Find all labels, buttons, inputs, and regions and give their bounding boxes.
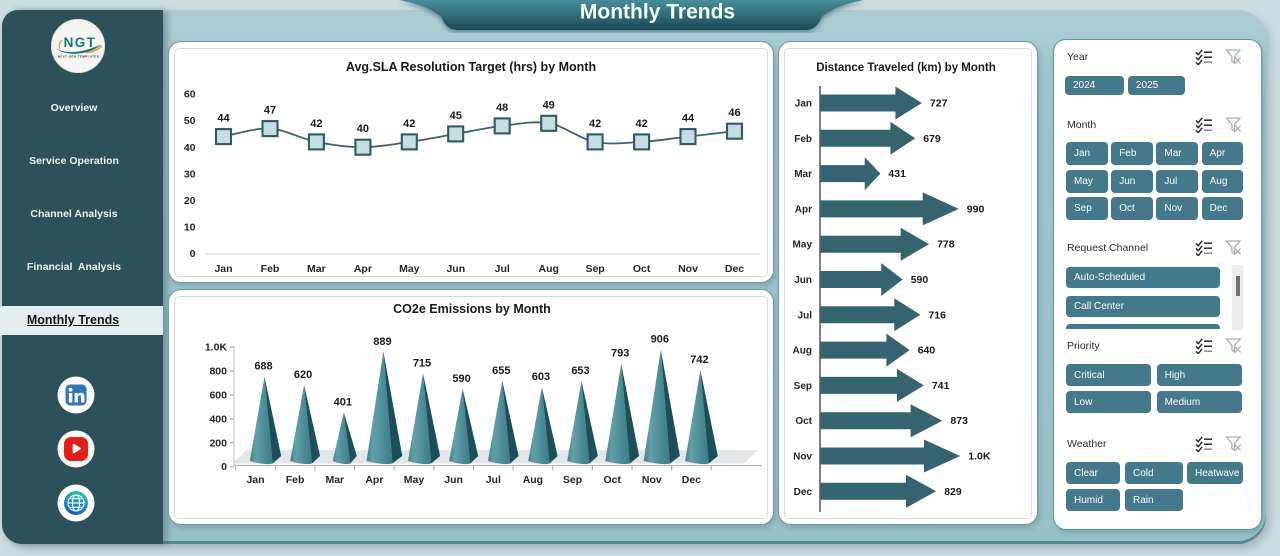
svg-text:49: 49 (543, 99, 555, 111)
svg-text:20: 20 (184, 195, 196, 207)
svg-text:742: 742 (690, 354, 708, 366)
svg-text:47: 47 (264, 104, 276, 116)
svg-text:Sep: Sep (793, 381, 811, 392)
svg-text:600: 600 (210, 389, 228, 401)
svg-text:889: 889 (373, 335, 391, 347)
svg-text:60: 60 (184, 88, 196, 100)
svg-text:May: May (399, 263, 420, 275)
svg-text:829: 829 (944, 485, 962, 497)
svg-text:400: 400 (210, 413, 228, 425)
svg-text:716: 716 (928, 309, 946, 321)
svg-text:Nov: Nov (678, 263, 698, 275)
svg-text:0: 0 (221, 461, 227, 473)
svg-text:Jul: Jul (495, 263, 510, 275)
svg-text:45: 45 (450, 110, 462, 122)
svg-text:873: 873 (950, 415, 968, 427)
svg-text:679: 679 (923, 132, 941, 144)
svg-text:590: 590 (910, 274, 928, 286)
svg-text:0: 0 (190, 248, 196, 260)
svg-text:Oct: Oct (795, 416, 812, 427)
svg-text:Avg.SLA Resolution Target (hrs: Avg.SLA Resolution Target (hrs) by Month (346, 60, 596, 74)
svg-text:Aug: Aug (523, 474, 543, 486)
svg-text:653: 653 (571, 365, 589, 377)
svg-text:688: 688 (254, 360, 272, 372)
svg-text:46: 46 (728, 107, 740, 119)
svg-text:Dec: Dec (682, 474, 701, 486)
svg-text:793: 793 (611, 347, 629, 359)
svg-text:42: 42 (310, 118, 322, 130)
svg-text:401: 401 (334, 396, 352, 408)
svg-text:431: 431 (888, 168, 906, 180)
svg-text:Apr: Apr (365, 474, 383, 486)
svg-text:1.0K: 1.0K (968, 450, 991, 462)
svg-text:Jun: Jun (444, 474, 463, 486)
svg-text:Nov: Nov (642, 474, 662, 486)
svg-text:10: 10 (184, 221, 196, 233)
svg-text:Monthly Trends: Monthly Trends (580, 1, 735, 24)
svg-text:Nov: Nov (793, 451, 812, 462)
svg-text:Feb: Feb (261, 263, 280, 275)
svg-text:Mar: Mar (326, 474, 345, 486)
svg-text:590: 590 (453, 372, 471, 384)
svg-text:990: 990 (966, 203, 984, 215)
svg-text:Feb: Feb (794, 133, 812, 144)
svg-text:Jun: Jun (447, 263, 466, 275)
svg-text:CO2e Emissions by Month: CO2e Emissions by Month (393, 302, 551, 316)
svg-text:640: 640 (917, 344, 935, 356)
svg-text:200: 200 (210, 437, 228, 449)
svg-text:40: 40 (357, 123, 369, 135)
svg-text:50: 50 (184, 115, 196, 127)
svg-text:778: 778 (937, 238, 955, 250)
svg-text:Jun: Jun (794, 275, 812, 286)
svg-text:44: 44 (217, 112, 230, 124)
svg-text:Mar: Mar (794, 169, 812, 180)
svg-text:Dec: Dec (793, 486, 812, 497)
svg-text:603: 603 (532, 371, 550, 383)
svg-text:May: May (792, 239, 812, 250)
svg-text:NEXT GEN TEMPLATES: NEXT GEN TEMPLATES (58, 54, 99, 58)
svg-text:Apr: Apr (794, 204, 811, 215)
svg-text:Oct: Oct (633, 263, 651, 275)
svg-text:Dec: Dec (725, 263, 744, 275)
svg-text:Sep: Sep (586, 263, 605, 275)
svg-text:Jan: Jan (215, 263, 233, 275)
svg-text:Feb: Feb (286, 474, 305, 486)
svg-text:800: 800 (210, 365, 228, 377)
svg-text:715: 715 (413, 357, 431, 369)
svg-text:NGT: NGT (64, 35, 97, 50)
svg-text:727: 727 (930, 97, 948, 109)
svg-text:40: 40 (184, 141, 196, 153)
svg-text:Jul: Jul (797, 310, 812, 321)
svg-text:42: 42 (636, 118, 648, 130)
svg-text:30: 30 (184, 168, 196, 180)
svg-text:44: 44 (682, 112, 695, 124)
svg-text:Aug: Aug (539, 263, 559, 275)
svg-text:620: 620 (294, 369, 312, 381)
svg-text:741: 741 (932, 380, 950, 392)
svg-text:42: 42 (589, 118, 601, 130)
svg-text:655: 655 (492, 364, 510, 376)
svg-text:May: May (404, 474, 425, 486)
svg-text:42: 42 (403, 118, 415, 130)
svg-text:Jan: Jan (794, 98, 811, 109)
svg-text:48: 48 (496, 102, 508, 114)
svg-text:Distance Traveled (km) by Mont: Distance Traveled (km) by Month (816, 62, 996, 74)
svg-text:Apr: Apr (354, 263, 372, 275)
svg-text:Jan: Jan (247, 474, 265, 486)
svg-text:906: 906 (651, 333, 669, 345)
svg-text:Jul: Jul (486, 474, 501, 486)
svg-text:Sep: Sep (563, 474, 582, 486)
svg-text:Mar: Mar (307, 263, 326, 275)
svg-text:1.0K: 1.0K (205, 341, 228, 353)
svg-text:Aug: Aug (792, 345, 811, 356)
svg-text:Oct: Oct (604, 474, 622, 486)
